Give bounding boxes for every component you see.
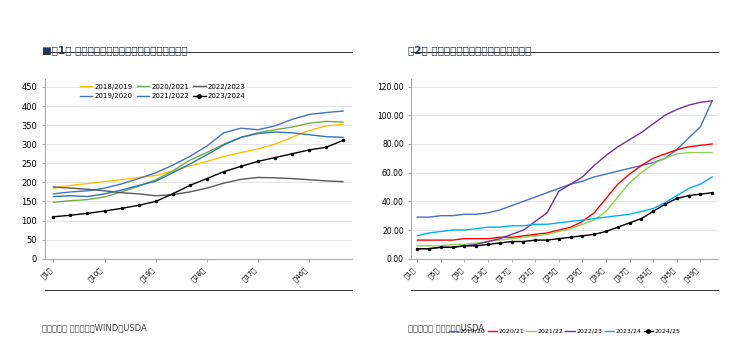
Text: 数据来源： 銀河期货，WIND，USDA: 数据来源： 銀河期货，WIND，USDA <box>42 323 147 332</box>
Legend: 2019/20, 2020/21, 2021/22, 2022/23, 2023/24, 2024/25: 2019/20, 2020/21, 2021/22, 2022/23, 2023… <box>448 328 681 335</box>
Text: 数据来源： 銀河期货，USDA: 数据来源： 銀河期货，USDA <box>408 323 485 332</box>
Text: ■图1： 本年度美陆地棉累计签约量统计（万吴）: ■图1： 本年度美陆地棉累计签约量统计（万吴） <box>42 45 188 55</box>
Legend: 2018/2019, 2019/2020, 2020/2021, 2021/2022, 2022/2023, 2023/2024: 2018/2019, 2019/2020, 2020/2021, 2021/20… <box>79 83 246 100</box>
Text: 图2： 新年度美棉累计签约量统计（万吴）: 图2： 新年度美棉累计签约量统计（万吴） <box>408 45 532 55</box>
